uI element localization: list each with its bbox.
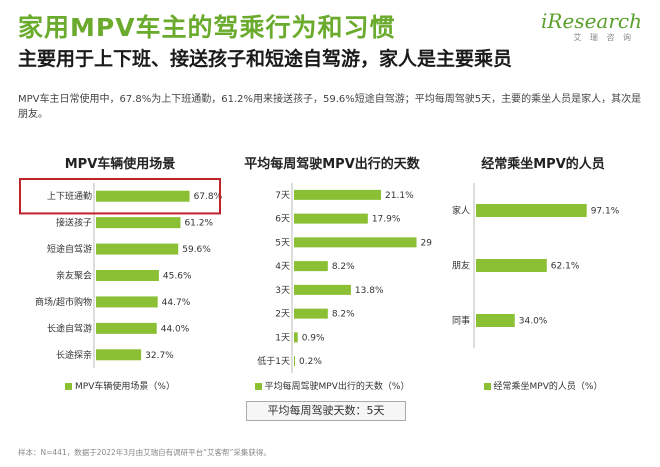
data-label: 45.6% [163,272,192,282]
usage-scenario-chart: 上下班通勤 67.8% 接送孩子 61.2% 短途自驾游 59.6% 亲友聚会 45.6% 商场… [19,178,223,368]
usage-scenario-chart-title: MPV车辆使用场景 [64,157,176,172]
logo-subtext: 艾 瑞 咨 询 [573,33,634,42]
bar [96,217,181,229]
bar [96,322,157,334]
data-label: 29.7% [421,238,432,248]
logo-wordmark: iResearch [541,9,642,33]
category-label: 商场/超市购物 [35,296,92,308]
weekly-days-legend: 平均每周驾驶MPV出行的天数（%） [232,379,432,392]
source-note: 样本：N=441，数据于2022年3月由艾瑞自有调研平台“艾客帮”采集获得。 [18,448,271,457]
category-label: 6天 [275,215,290,225]
legend-swatch [254,383,262,390]
category-label: 长途自驾游 [47,322,92,334]
data-label: 67.8% [194,192,223,202]
data-label: 97.1% [591,207,620,217]
page-subtitle: 主要用于上下班、接送孩子和短途自驾游，家人是主要乘员 [18,48,513,70]
legend-swatch [483,383,491,390]
passengers-chart: 家人 97.1% 朋友 62.1% 同事 34.0% [452,183,620,348]
category-label: 2天 [275,310,290,320]
bar [294,332,298,343]
category-label: 接送孩子 [56,217,92,229]
bar [96,243,179,255]
category-label: 上下班通勤 [47,190,92,202]
bar [294,237,417,248]
bar [294,213,368,224]
data-label: 13.8% [355,286,384,296]
data-label: 0.9% [302,333,325,343]
category-label: 短途自驾游 [47,243,92,255]
data-label: 21.1% [385,191,414,201]
data-label: 62.1% [551,262,580,272]
category-label: 4天 [275,262,290,272]
weekly-days-legend-label: 平均每周驾驶MPV出行的天数（%） [264,382,410,392]
data-label: 32.7% [145,351,174,361]
bar [96,296,158,308]
average-days-callout: 平均每周驾驶天数：5天 [246,401,406,421]
data-label: 0.2% [299,357,322,367]
weekly-days-chart: 7天 21.1% 6天 17.9% 5天 29.7% 4天 8.2% 3天 13.8% 2天 8.2%… [257,183,432,373]
bar [294,189,382,200]
bar [476,259,547,272]
category-label: 同事 [452,315,470,327]
bar [294,284,351,295]
category-label: 5天 [275,238,290,248]
passengers-chart-title: 经常乘坐MPV的人员 [481,157,605,172]
usage-scenario-legend-label: MPV车辆使用场景（%） [75,382,175,392]
category-label: 家人 [452,205,470,217]
data-label: 59.6% [182,245,211,255]
iresearch-logo: iResearch 艾 瑞 咨 询 [534,10,642,44]
category-label: 长途探亲 [56,349,92,361]
passengers-legend-label: 经常乘坐MPV的人员（%） [493,382,603,392]
bar [476,314,515,327]
bar [96,349,142,361]
data-label: 8.2% [332,262,355,272]
weekly-days-chart-title: 平均每周驾驶MPV出行的天数 [244,157,420,172]
category-label: 7天 [275,191,290,201]
data-label: 34.0% [519,317,548,327]
bar [294,308,328,319]
bar [294,261,328,272]
category-label: 朋友 [452,260,470,272]
highlight-box [19,178,221,215]
data-label: 61.2% [184,219,213,229]
usage-scenario-legend: MPV车辆使用场景（%） [14,379,226,392]
data-label: 44.0% [161,324,190,334]
category-label: 亲友聚会 [56,270,92,282]
usage-scenario-panel: MPV车辆使用场景 上下班通勤 67.8% 接送孩子 61.2% 短途自驾游 59.6% 亲… [14,153,226,393]
passengers-panel: 经常乘坐MPV的人员 家人 97.1% 朋友 62.1% 同事 34.0% 经常乘坐MPV… [440,153,646,393]
page-title: 家用MPV车主的驾乘行为和习惯 [18,13,396,42]
bar [476,204,587,217]
data-label: 17.9% [372,215,401,225]
data-label: 8.2% [332,310,355,320]
bar [96,190,190,202]
category-label: 低于1天 [257,355,290,367]
bar [294,356,295,367]
legend-swatch [65,383,73,390]
data-label: 44.7% [162,298,191,308]
weekly-days-panel: 平均每周驾驶MPV出行的天数 7天 21.1% 6天 17.9% 5天 29.7% 4天 8.… [232,153,432,393]
category-label: 1天 [275,333,290,343]
category-label: 3天 [275,286,290,296]
bar [96,270,159,281]
page-description: MPV车主日常使用中，67.8%为上下班通勤，61.2%用来接送孩子，59.6%… [18,94,642,120]
passengers-legend: 经常乘坐MPV的人员（%） [440,379,646,392]
